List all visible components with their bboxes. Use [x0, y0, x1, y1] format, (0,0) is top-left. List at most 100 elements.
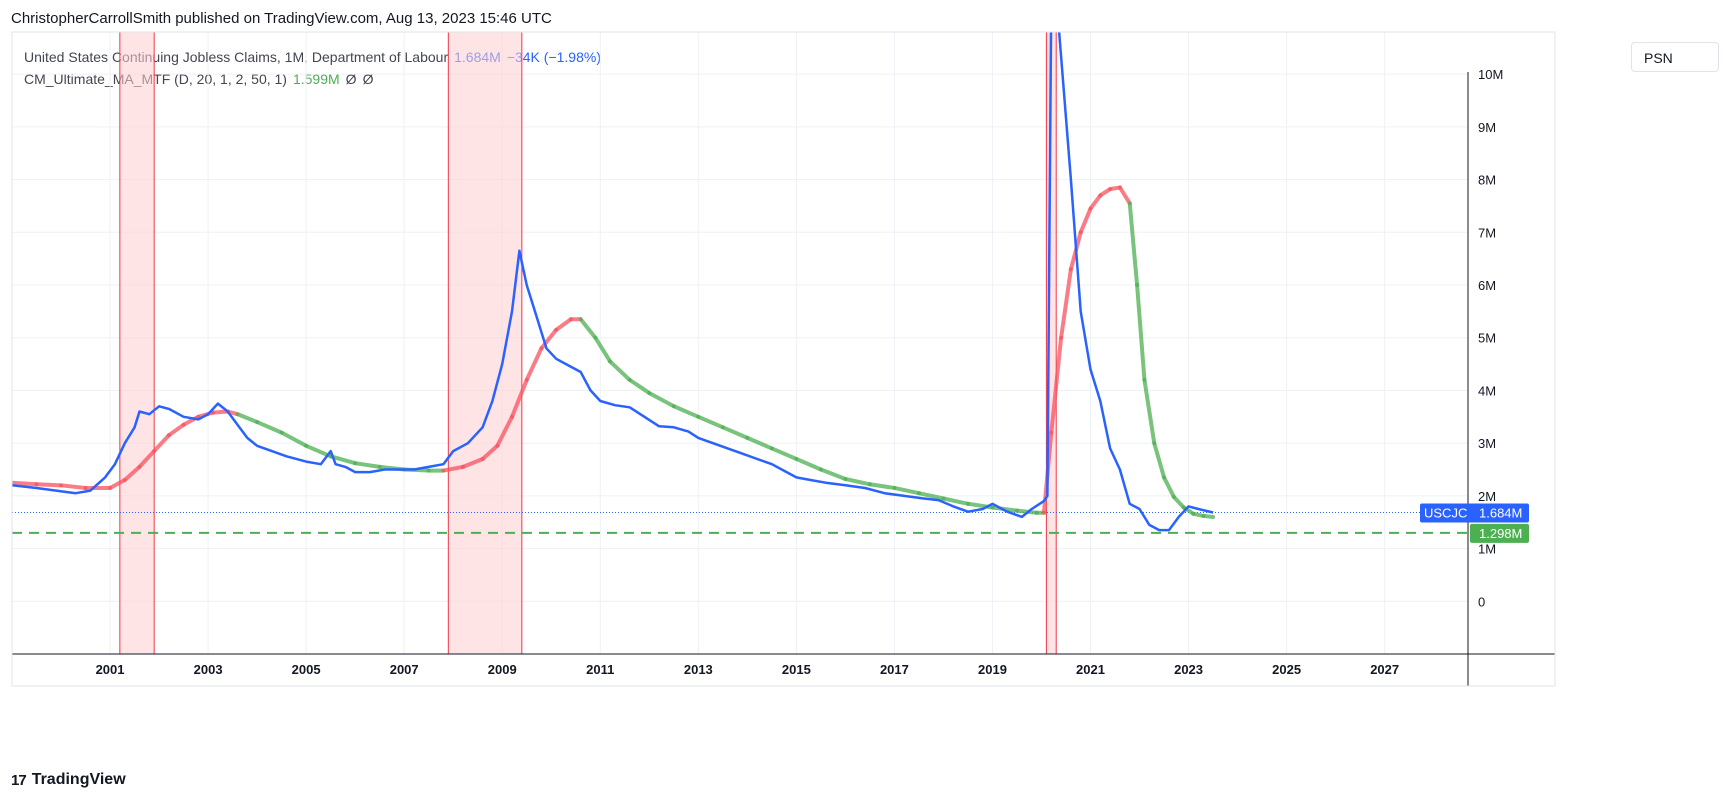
ma-segment: [554, 317, 573, 332]
x-tick-label: 2001: [96, 662, 125, 677]
ma-segment: [1108, 185, 1122, 192]
indicator-title: CM_Ultimate_MA_MTF (D, 20, 1, 2, 50, 1): [24, 71, 287, 87]
ma-segment: [328, 454, 358, 466]
x-tick-label: 2027: [1370, 662, 1399, 677]
ma-segment: [794, 456, 823, 472]
y-tick-label: 8M: [1478, 173, 1496, 188]
ma-segment: [402, 467, 431, 473]
x-tick-label: 2011: [586, 662, 614, 677]
ma-segment: [1181, 505, 1196, 516]
x-tick-label: 2005: [292, 662, 321, 677]
ma-segment: [745, 435, 774, 451]
ma-segment: [1059, 267, 1073, 340]
indicator-extra-2: Ø: [362, 71, 374, 87]
y-tick-label: 0: [1478, 594, 1485, 609]
ma-segment: [696, 414, 725, 430]
ma-segment: [108, 478, 127, 490]
indicator-legend-row[interactable]: CM_Ultimate_MA_MTF (D, 20, 1, 2, 50, 1) 1…: [24, 68, 601, 90]
recession-bands: [119, 32, 1057, 654]
ma-segment: [34, 482, 64, 488]
x-tick-label: 2019: [978, 662, 1007, 677]
hline-value-label-bg: [1470, 523, 1529, 543]
publisher-line: ChristopherCarrollSmith published on Tra…: [11, 10, 552, 27]
ma-segment: [279, 430, 309, 448]
x-tick-label: 2021: [1076, 662, 1105, 677]
ma-segment: [1088, 193, 1103, 211]
ma-segment: [510, 377, 529, 419]
recession-band: [448, 32, 522, 654]
ma-segment: [539, 327, 559, 351]
ma-segment: [941, 496, 970, 506]
ma-segment: [671, 404, 701, 419]
ma-segment: [441, 464, 466, 473]
ma-line: [12, 185, 1216, 520]
hline-value-label: 1.298M: [1479, 526, 1522, 541]
last-value-label-bg: [1420, 503, 1529, 523]
ma-segment: [122, 464, 142, 483]
ma-segment: [152, 433, 171, 454]
y-tick-label: 6M: [1478, 278, 1496, 293]
ma-segment: [647, 391, 676, 409]
ma-segment: [480, 443, 500, 461]
chart-frame: [11, 31, 1556, 687]
ma-segment: [593, 335, 613, 364]
ma-segment: [1041, 430, 1054, 515]
ma-segment: [1162, 475, 1176, 499]
ma-segment: [461, 456, 485, 469]
series-legend-row[interactable]: United States Continuing Jobless Claims,…: [24, 46, 601, 68]
chart-legend: United States Continuing Jobless Claims,…: [24, 46, 601, 90]
ma-segment: [1142, 377, 1157, 446]
ma-segment: [377, 464, 407, 472]
ma-segment: [59, 483, 88, 490]
ma-segment: [255, 420, 284, 435]
price-labels: USCJC 1.684M 1.298M: [1420, 503, 1529, 543]
ma-segment: [1078, 206, 1093, 235]
brand[interactable]: 17 TradingView: [11, 771, 126, 789]
y-tick-label: 2M: [1478, 489, 1496, 504]
horizontal-lines: [12, 512, 1468, 534]
ma-segment: [181, 414, 201, 427]
recession-band: [119, 32, 155, 654]
x-tick-label: 2009: [488, 662, 517, 677]
ma-segment: [225, 409, 240, 417]
scale-button[interactable]: PSN: [1631, 42, 1719, 72]
x-tick-label: 2023: [1174, 662, 1203, 677]
x-tick-label: 2007: [390, 662, 419, 677]
ma-segment: [867, 482, 897, 490]
y-tick-label: 9M: [1478, 120, 1496, 135]
y-axis-ticks[interactable]: 0 1M 2M 3M 4M 5M 6M 7M 8M 9M 10M: [1478, 67, 1503, 609]
series-title: United States Continuing Jobless Claims,…: [24, 49, 449, 65]
brand-name: TradingView: [31, 771, 126, 788]
chart-outline: [11, 31, 1556, 687]
ma-segment: [353, 461, 382, 469]
recession-band: [1046, 32, 1057, 654]
ma-segment: [892, 485, 921, 496]
y-tick-label: 7M: [1478, 225, 1496, 240]
ma-segment: [769, 446, 799, 461]
ma-segment: [196, 410, 215, 419]
ma-segment: [210, 409, 230, 415]
y-tick-label: 1M: [1478, 542, 1496, 557]
ma-segment: [137, 449, 157, 469]
ma-segment: [965, 501, 995, 510]
last-value-price: 1.684M: [1479, 506, 1522, 521]
y-tick-label: 4M: [1478, 383, 1496, 398]
ma-segment: [1152, 441, 1167, 480]
tradingview-logo-icon: 17: [11, 771, 27, 789]
ma-segment: [916, 491, 946, 501]
indicator-extra-1: Ø: [345, 71, 357, 87]
ma-segment: [1135, 283, 1147, 382]
series-last-value: 1.684M: [454, 49, 501, 65]
ma-segment: [720, 425, 750, 440]
ma-segment: [235, 412, 260, 425]
ma-segment: [304, 443, 333, 459]
ma-segment: [1098, 187, 1113, 198]
ma-segment: [166, 422, 186, 438]
x-axis-ticks: 2001 2003 2005 2007 2009 2011 2013 2015 2017 2019…: [96, 662, 1400, 677]
ma-segment: [843, 476, 872, 487]
ma-segment: [1117, 185, 1132, 206]
y-tick-label: 10M: [1478, 67, 1503, 82]
ma-segment: [1049, 335, 1064, 435]
series-change: −34K (−1.98%): [506, 49, 601, 65]
